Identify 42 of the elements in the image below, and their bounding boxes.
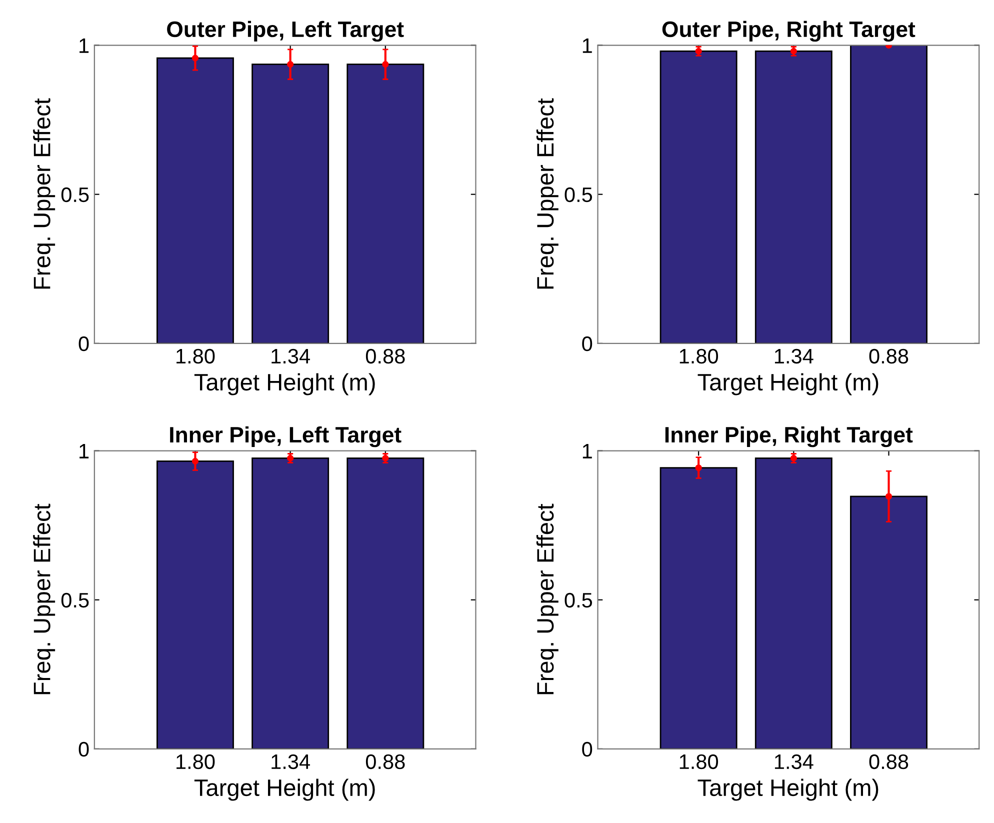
y-tick-label: 0.5 [61, 592, 89, 608]
y-tick-label: 0 [582, 336, 592, 352]
chart-title: Inner Pipe, Right Target [665, 426, 913, 448]
x-tick-label: 1.34 [774, 348, 814, 364]
chart-title: Inner Pipe, Left Target [170, 426, 402, 448]
point [885, 493, 892, 500]
x-axis-title: Target Height (m) [194, 373, 375, 396]
x-tick-label: 1.80 [176, 348, 215, 364]
y-tick-label: 0.5 [564, 592, 592, 608]
x-tick-label: 1.80 [680, 754, 718, 770]
y-tick-label: 0 [78, 336, 89, 352]
bar [850, 496, 928, 749]
x-axis-title: Target Height (m) [698, 373, 878, 396]
x-tick-label: 1.34 [272, 348, 310, 364]
y-axis-title: Freq. Upper Effect [536, 98, 558, 289]
y-tick-label: 1 [582, 444, 592, 458]
y-tick-label: 1 [80, 38, 89, 53]
point [790, 454, 797, 462]
y-axis-title: Freq. Upper Effect [33, 98, 56, 289]
y-tick-label: 1 [80, 444, 89, 458]
bar [660, 467, 738, 749]
y-tick-label: 0 [78, 742, 89, 757]
x-tick-label: 1.34 [272, 754, 310, 770]
x-tick-label: 0.88 [366, 348, 405, 364]
x-tick-label: 1.80 [176, 754, 215, 770]
y-tick-label: 0.5 [564, 187, 592, 202]
chart-title: Outer Pipe, Right Target [662, 20, 916, 42]
x-axis-title: Target Height (m) [698, 778, 878, 801]
y-tick-label: 0.5 [61, 187, 89, 202]
bar [754, 458, 832, 749]
x-axis-title: Target Height (m) [194, 778, 375, 801]
chart-title: Outer Pipe, Left Target [167, 20, 404, 42]
x-tick-label: 0.88 [366, 754, 405, 770]
x-tick-label: 0.88 [869, 348, 908, 364]
x-tick-label: 1.80 [680, 348, 718, 364]
x-tick-label: 1.34 [774, 754, 814, 770]
y-tick-label: 1 [582, 38, 592, 53]
point [695, 464, 702, 472]
y-axis-title: Freq. Upper Effect [33, 504, 56, 694]
x-tick-label: 0.88 [869, 754, 908, 770]
y-tick-label: 0 [582, 742, 592, 757]
y-axis-title: Freq. Upper Effect [536, 504, 558, 694]
